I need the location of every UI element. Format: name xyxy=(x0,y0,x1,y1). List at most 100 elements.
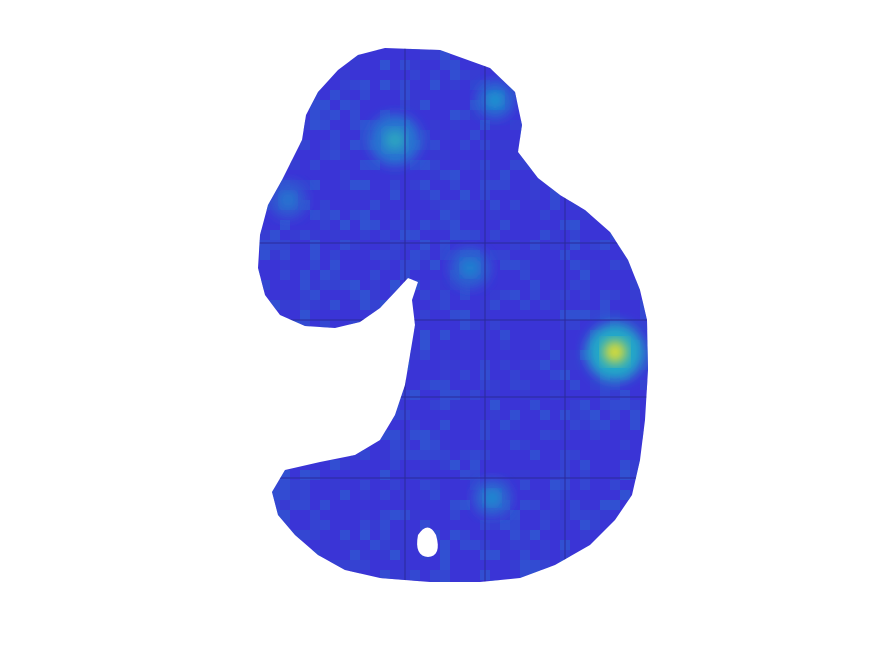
texture-cell xyxy=(490,380,500,390)
texture-cell xyxy=(410,530,420,540)
texture-cell xyxy=(440,130,450,140)
texture-cell xyxy=(580,48,590,50)
texture-cell xyxy=(270,330,280,340)
texture-cell xyxy=(500,220,510,230)
texture-cell xyxy=(550,240,560,250)
texture-cell xyxy=(290,500,300,510)
texture-cell xyxy=(300,400,310,410)
texture-cell xyxy=(580,280,590,290)
texture-cell xyxy=(580,580,590,582)
texture-cell xyxy=(300,530,310,540)
texture-cell xyxy=(550,480,560,490)
texture-cell xyxy=(280,510,290,520)
texture-cell xyxy=(390,570,400,580)
texture-cell xyxy=(440,60,450,70)
texture-cell xyxy=(610,480,620,490)
texture-cell xyxy=(600,380,610,390)
texture-cell xyxy=(310,400,320,410)
texture-cell xyxy=(610,230,620,240)
texture-cell xyxy=(420,310,430,320)
texture-cell xyxy=(460,400,470,410)
texture-cell xyxy=(470,48,480,50)
texture-cell xyxy=(258,410,260,420)
texture-cell xyxy=(620,440,630,450)
hotspot-left-edge xyxy=(281,193,295,207)
texture-cell xyxy=(290,420,300,430)
texture-cell xyxy=(350,380,360,390)
texture-cell xyxy=(550,130,560,140)
texture-cell xyxy=(650,250,660,260)
texture-cell xyxy=(430,200,440,210)
texture-cell xyxy=(580,570,590,580)
texture-cell xyxy=(310,430,320,440)
texture-cell xyxy=(640,490,648,500)
texture-cell xyxy=(540,550,550,560)
texture-cell xyxy=(630,470,640,480)
texture-cell xyxy=(570,280,580,290)
texture-cell xyxy=(330,280,340,290)
texture-cell xyxy=(600,200,610,210)
texture-cell xyxy=(370,290,380,300)
texture-cell xyxy=(610,170,620,180)
texture-cell xyxy=(640,570,648,580)
texture-cell xyxy=(520,160,530,170)
texture-cell xyxy=(540,60,550,70)
texture-cell xyxy=(550,490,560,500)
texture-cell xyxy=(370,380,380,390)
texture-cell xyxy=(440,220,450,230)
texture-cell xyxy=(520,150,530,160)
texture-cell xyxy=(430,140,440,150)
texture-cell xyxy=(350,200,360,210)
texture-cell xyxy=(440,580,450,582)
texture-cell xyxy=(360,80,370,90)
texture-cell xyxy=(380,300,390,310)
texture-cell xyxy=(300,350,310,360)
texture-cell xyxy=(430,580,440,582)
texture-cell xyxy=(540,300,550,310)
texture-cell xyxy=(300,60,310,70)
texture-cell xyxy=(510,540,520,550)
texture-cell xyxy=(450,530,460,540)
texture-cell xyxy=(320,320,330,330)
texture-cell xyxy=(500,420,510,430)
texture-cell xyxy=(530,130,540,140)
texture-cell xyxy=(640,280,648,290)
texture-cell xyxy=(440,170,450,180)
texture-cell xyxy=(410,390,420,400)
texture-cell xyxy=(330,400,340,410)
texture-cell xyxy=(258,460,260,470)
texture-cell xyxy=(500,60,510,70)
texture-cell xyxy=(490,390,500,400)
texture-cell xyxy=(360,180,370,190)
texture-cell xyxy=(420,480,430,490)
texture-cell xyxy=(440,560,450,570)
texture-cell xyxy=(300,280,310,290)
texture-cell xyxy=(390,580,400,582)
texture-cell xyxy=(410,590,420,600)
texture-cell xyxy=(540,230,550,240)
texture-cell xyxy=(420,490,430,500)
texture-cell xyxy=(320,210,330,220)
texture-cell xyxy=(630,590,640,600)
texture-cell xyxy=(580,530,590,540)
texture-cell xyxy=(500,170,510,180)
texture-cell xyxy=(380,260,390,270)
texture-cell xyxy=(510,520,520,530)
texture-cell xyxy=(610,290,620,300)
texture-cell xyxy=(258,240,260,250)
texture-cell xyxy=(470,80,480,90)
texture-cell xyxy=(650,190,660,200)
texture-cell xyxy=(390,80,400,90)
texture-cell xyxy=(580,160,590,170)
texture-cell xyxy=(380,110,390,120)
texture-cell xyxy=(300,470,310,480)
texture-cell xyxy=(390,190,400,200)
texture-cell xyxy=(570,420,580,430)
texture-cell xyxy=(340,150,350,160)
texture-cell xyxy=(550,390,560,400)
texture-cell xyxy=(570,400,580,410)
texture-cell xyxy=(310,360,320,370)
texture-cell xyxy=(650,450,660,460)
texture-cell xyxy=(510,440,520,450)
texture-cell xyxy=(560,100,570,110)
